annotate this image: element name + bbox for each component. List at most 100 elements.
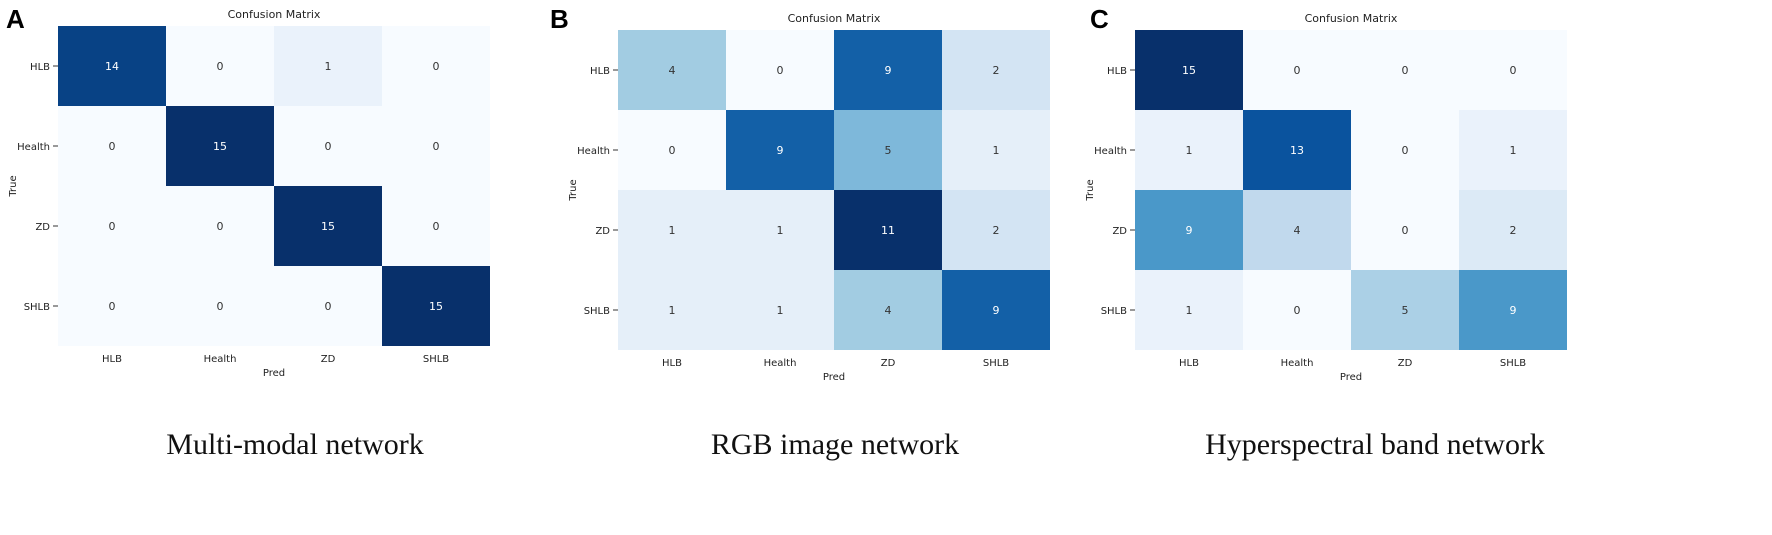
heatmap-cell — [1243, 30, 1351, 110]
caption-b: RGB image network — [710, 428, 960, 461]
heatmap-cell — [1459, 30, 1567, 110]
y-tick-label: ZD — [1112, 226, 1127, 237]
cell-value-label: 0 — [217, 60, 224, 73]
y-tick-label: SHLB — [584, 306, 610, 317]
heatmap-cell — [1351, 270, 1459, 350]
x-tick-label: HLB — [1179, 358, 1199, 369]
heatmap-cell — [58, 266, 166, 346]
chart-title: Confusion Matrix — [1305, 12, 1398, 25]
cell-value-label: 9 — [885, 64, 892, 77]
cell-value-label: 1 — [325, 60, 332, 73]
cell-value-label: 1 — [669, 304, 676, 317]
cell-value-label: 0 — [1294, 304, 1301, 317]
cell-value-label: 5 — [885, 144, 892, 157]
cell-value-label: 9 — [777, 144, 784, 157]
heatmap-cell — [1135, 30, 1243, 110]
heatmap-cell — [1351, 110, 1459, 190]
cell-value-label: 1 — [1510, 144, 1517, 157]
cell-value-label: 0 — [109, 220, 116, 233]
heatmap-cell — [726, 110, 834, 190]
panel-letter-c: C — [1090, 4, 1109, 34]
cell-value-label: 0 — [109, 300, 116, 313]
cell-value-label: 0 — [1294, 64, 1301, 77]
heatmap-cell — [618, 190, 726, 270]
heatmap-cell — [1243, 190, 1351, 270]
x-tick-label: ZD — [321, 354, 336, 365]
heatmap-cell — [1459, 110, 1567, 190]
x-axis-label: Pred — [823, 372, 845, 383]
heatmap-cell — [1135, 190, 1243, 270]
cell-value-label: 15 — [213, 140, 227, 153]
heatmap-cell — [942, 30, 1050, 110]
cell-value-label: 14 — [105, 60, 119, 73]
heatmap-cell — [942, 270, 1050, 350]
y-tick-label: HLB — [30, 62, 50, 73]
x-tick-label: Health — [1281, 358, 1314, 369]
cell-value-label: 9 — [1510, 304, 1517, 317]
y-axis-label: True — [8, 175, 19, 197]
heatmap-cell — [942, 110, 1050, 190]
cell-value-label: 1 — [669, 224, 676, 237]
heatmap-cell — [382, 26, 490, 106]
cell-value-label: 0 — [325, 140, 332, 153]
panel-c: C Confusion Matrix 15 0 0 0 1 13 0 1 9 4 0 2 1 0 5 9 HLB H… — [1080, 0, 1670, 535]
y-tick-label: Health — [577, 146, 610, 157]
cell-value-label: 5 — [1402, 304, 1409, 317]
y-axis-label: True — [568, 179, 579, 201]
heatmap-cell — [834, 270, 942, 350]
cell-value-label: 1 — [1186, 304, 1193, 317]
panel-a: A Confusion Matrix 14 0 1 0 0 15 0 0 0 0 15 0 0 0 0 15 HL… — [0, 0, 590, 535]
heatmap-cell — [58, 26, 166, 106]
cell-value-label: 0 — [1402, 224, 1409, 237]
heatmap-cell — [726, 270, 834, 350]
cell-value-label: 15 — [321, 220, 335, 233]
cell-value-label: 0 — [433, 220, 440, 233]
cell-value-label: 0 — [109, 140, 116, 153]
cell-value-label: 0 — [1402, 64, 1409, 77]
y-tick-label: Health — [17, 142, 50, 153]
cell-value-label: 13 — [1290, 144, 1304, 157]
heatmap-cell — [382, 106, 490, 186]
heatmap-cell — [942, 190, 1050, 270]
cell-value-label: 0 — [325, 300, 332, 313]
cell-value-label: 0 — [217, 300, 224, 313]
heatmap-cell — [726, 30, 834, 110]
cell-value-label: 2 — [1510, 224, 1517, 237]
heatmap-cell — [1459, 270, 1567, 350]
heatmap-cell — [166, 266, 274, 346]
cell-value-label: 0 — [1510, 64, 1517, 77]
x-tick-label: Health — [204, 354, 237, 365]
y-axis-label: True — [1085, 179, 1096, 201]
heatmap-cell — [1135, 110, 1243, 190]
confusion-matrix-chart-c: Confusion Matrix 15 0 0 0 1 13 0 1 9 4 0 2 1 0 5 9 HLB Hea… — [1085, 12, 1567, 383]
heatmap-cell — [834, 190, 942, 270]
heatmap-cell — [274, 26, 382, 106]
heatmap-cell — [58, 186, 166, 266]
x-tick-label: SHLB — [983, 358, 1009, 369]
heatmap-cell — [274, 266, 382, 346]
heatmap-cell — [166, 186, 274, 266]
heatmap-cell — [166, 106, 274, 186]
heatmap-cell — [834, 110, 942, 190]
cell-value-label: 15 — [1182, 64, 1196, 77]
cell-value-label: 0 — [433, 140, 440, 153]
cell-value-label: 0 — [669, 144, 676, 157]
x-axis-label: Pred — [263, 368, 285, 379]
panel-b: B Confusion Matrix 4 0 9 2 0 9 5 1 1 1 11 2 1 1 4 9 HLB He… — [540, 0, 1130, 535]
cell-value-label: 0 — [217, 220, 224, 233]
caption-a: Multi-modal network — [166, 428, 424, 461]
y-tick-label: ZD — [595, 226, 610, 237]
cell-value-label: 11 — [881, 224, 895, 237]
y-tick-label: SHLB — [24, 302, 50, 313]
x-tick-label: ZD — [881, 358, 896, 369]
cell-value-label: 4 — [669, 64, 676, 77]
caption-c: Hyperspectral band network — [1205, 428, 1545, 461]
heatmap-cell — [1351, 190, 1459, 270]
x-tick-label: HLB — [662, 358, 682, 369]
cell-value-label: 1 — [777, 304, 784, 317]
cell-value-label: 15 — [429, 300, 443, 313]
cell-value-label: 2 — [993, 224, 1000, 237]
x-tick-label: ZD — [1398, 358, 1413, 369]
x-tick-label: SHLB — [423, 354, 449, 365]
